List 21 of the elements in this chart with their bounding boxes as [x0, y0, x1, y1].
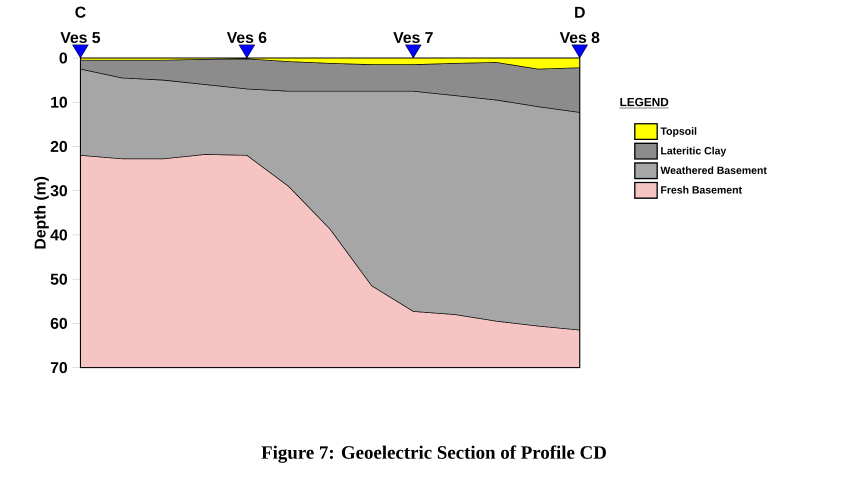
legend-label: Weathered Basement — [660, 166, 767, 174]
y-tick-label: 50 — [50, 274, 68, 285]
caption: Figure 7: Geoelectric Section of Profile CD — [261, 446, 606, 464]
text: C — [75, 6, 86, 18]
y-tick-label: 30 — [50, 185, 68, 196]
x-tick-label: Ves 6 — [226, 32, 266, 44]
x-tick-label: Ves 7 — [393, 32, 433, 44]
legend-title: LEGEND — [620, 98, 668, 106]
y-tick-label: 60 — [50, 318, 68, 330]
y-tick-label: 40 — [50, 230, 68, 241]
y-tick-label: 0 — [60, 52, 68, 64]
y-tick-label: 70 — [50, 362, 68, 374]
x-tick-label: Ves 8 — [560, 32, 600, 44]
y-tick-label: 20 — [50, 141, 68, 152]
x-tick-label: Ves 5 — [60, 32, 100, 44]
legend-label: Topsoil — [660, 127, 696, 138]
text: D — [575, 7, 585, 18]
legend-label: Lateritic Clay — [661, 146, 726, 157]
y-tick-label: 10 — [51, 96, 68, 108]
legend-label: Fresh Basement — [661, 186, 742, 194]
y-axis-title: Depth (m) — [34, 177, 49, 249]
